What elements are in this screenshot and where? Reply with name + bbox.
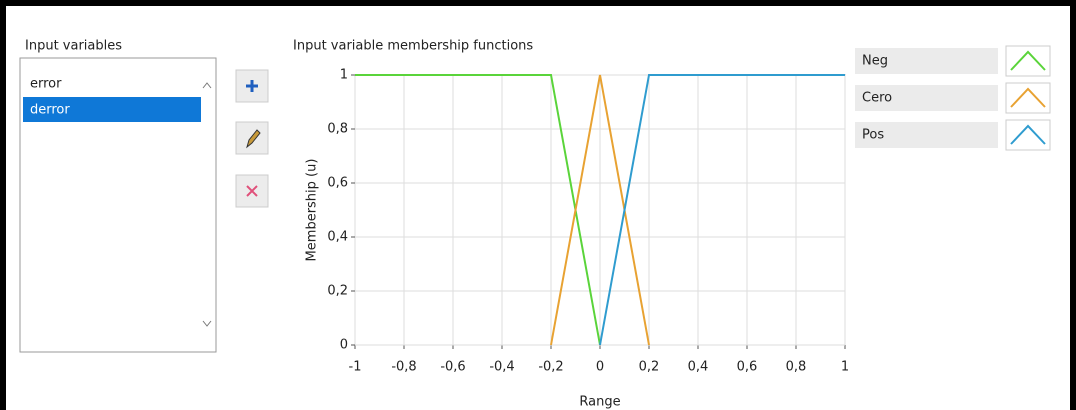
legend-icon-box[interactable] xyxy=(1006,120,1050,150)
x-tick-label: -0,2 xyxy=(538,360,563,375)
x-tick-label: 0 xyxy=(596,360,604,375)
x-tick-label: -1 xyxy=(349,360,362,375)
edit-button[interactable] xyxy=(236,122,268,154)
add-button[interactable] xyxy=(236,70,268,102)
delete-button[interactable] xyxy=(236,175,268,207)
x-tick-label: 0,4 xyxy=(688,360,709,375)
legend-label: Pos xyxy=(862,128,884,143)
y-tick-label: 0 xyxy=(340,338,348,353)
list-item[interactable]: error xyxy=(30,77,62,92)
legend-icon-box[interactable] xyxy=(1006,83,1050,113)
x-axis-label: Range xyxy=(579,395,620,410)
x-tick-label: 0,2 xyxy=(639,360,660,375)
list-title: Input variables xyxy=(25,39,122,54)
y-tick-label: 0,2 xyxy=(327,284,348,299)
list-item[interactable]: derror xyxy=(30,103,70,118)
x-tick-label: -0,6 xyxy=(440,360,465,375)
legend-label: Neg xyxy=(862,54,888,69)
legend-icon-box[interactable] xyxy=(1006,46,1050,76)
x-tick-label: 0,6 xyxy=(737,360,758,375)
chart-title: Input variable membership functions xyxy=(293,39,533,54)
legend-label: Cero xyxy=(862,91,892,106)
y-tick-label: 1 xyxy=(340,68,348,83)
x-tick-label: -0,8 xyxy=(391,360,416,375)
x-tick-label: 1 xyxy=(841,360,849,375)
y-tick-label: 0,8 xyxy=(327,122,348,137)
screen: Input variables error derror Input varia… xyxy=(0,0,1076,410)
y-tick-label: 0,4 xyxy=(327,230,348,245)
y-axis-label: Membership (u) xyxy=(305,159,320,262)
y-tick-label: 0,6 xyxy=(327,176,348,191)
x-tick-label: 0,8 xyxy=(786,360,807,375)
x-tick-label: -0,4 xyxy=(489,360,514,375)
